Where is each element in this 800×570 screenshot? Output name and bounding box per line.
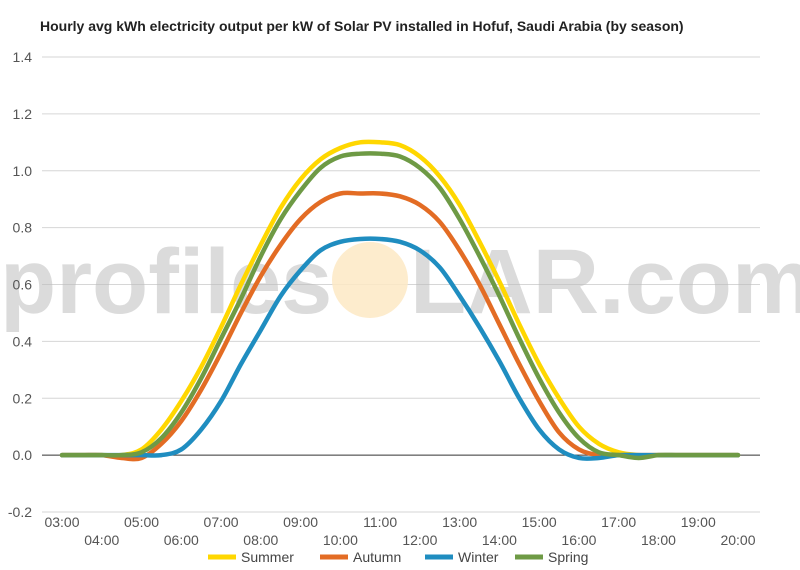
x-tick-label: 05:00 (124, 514, 159, 530)
y-tick-label: 0.0 (13, 447, 33, 463)
x-tick-label: 13:00 (442, 514, 477, 530)
legend-label-spring: Spring (548, 549, 588, 565)
y-tick-label: 1.0 (13, 163, 33, 179)
x-tick-label: 03:00 (44, 514, 79, 530)
x-tick-label: 16:00 (561, 532, 596, 548)
x-tick-label: 19:00 (681, 514, 716, 530)
y-tick-label: 0.2 (13, 390, 33, 406)
chart-title: Hourly avg kWh electricity output per kW… (40, 18, 684, 34)
profilesolar-watermark: profiles LAR.com (0, 231, 800, 333)
x-tick-label: 14:00 (482, 532, 517, 548)
x-tick-label: 10:00 (323, 532, 358, 548)
x-tick-label: 15:00 (522, 514, 557, 530)
y-tick-label: 1.4 (13, 49, 33, 65)
x-tick-label: 11:00 (363, 514, 397, 530)
x-tick-label: 06:00 (164, 532, 199, 548)
legend-label-summer: Summer (241, 549, 294, 565)
y-tick-label: 1.2 (13, 106, 33, 122)
x-tick-label: 07:00 (204, 514, 239, 530)
series-lines (59, 139, 741, 462)
watermark-sun-icon (332, 242, 408, 318)
x-tick-label: 04:00 (84, 532, 119, 548)
legend: Summer Autumn Winter Spring (208, 549, 588, 565)
series-line-spring (59, 151, 741, 461)
x-tick-label: 17:00 (601, 514, 636, 530)
x-tick-label: 12:00 (402, 532, 437, 548)
x-tick-label: 08:00 (243, 532, 278, 548)
watermark-text-left: profiles (0, 231, 332, 333)
legend-label-winter: Winter (458, 549, 499, 565)
legend-label-autumn: Autumn (353, 549, 401, 565)
x-tick-label: 18:00 (641, 532, 676, 548)
y-axis-ticks: -0.2 0.0 0.2 0.4 0.6 0.8 1.0 1.2 1.4 (8, 49, 32, 520)
y-tick-label: 0.8 (13, 220, 33, 236)
watermark-text-right: LAR.com (410, 231, 800, 333)
y-tick-label: -0.2 (8, 504, 32, 520)
x-tick-label: 09:00 (283, 514, 318, 530)
y-tick-label: 0.6 (13, 277, 33, 293)
y-tick-label: 0.4 (13, 333, 33, 349)
x-tick-label: 20:00 (720, 532, 755, 548)
